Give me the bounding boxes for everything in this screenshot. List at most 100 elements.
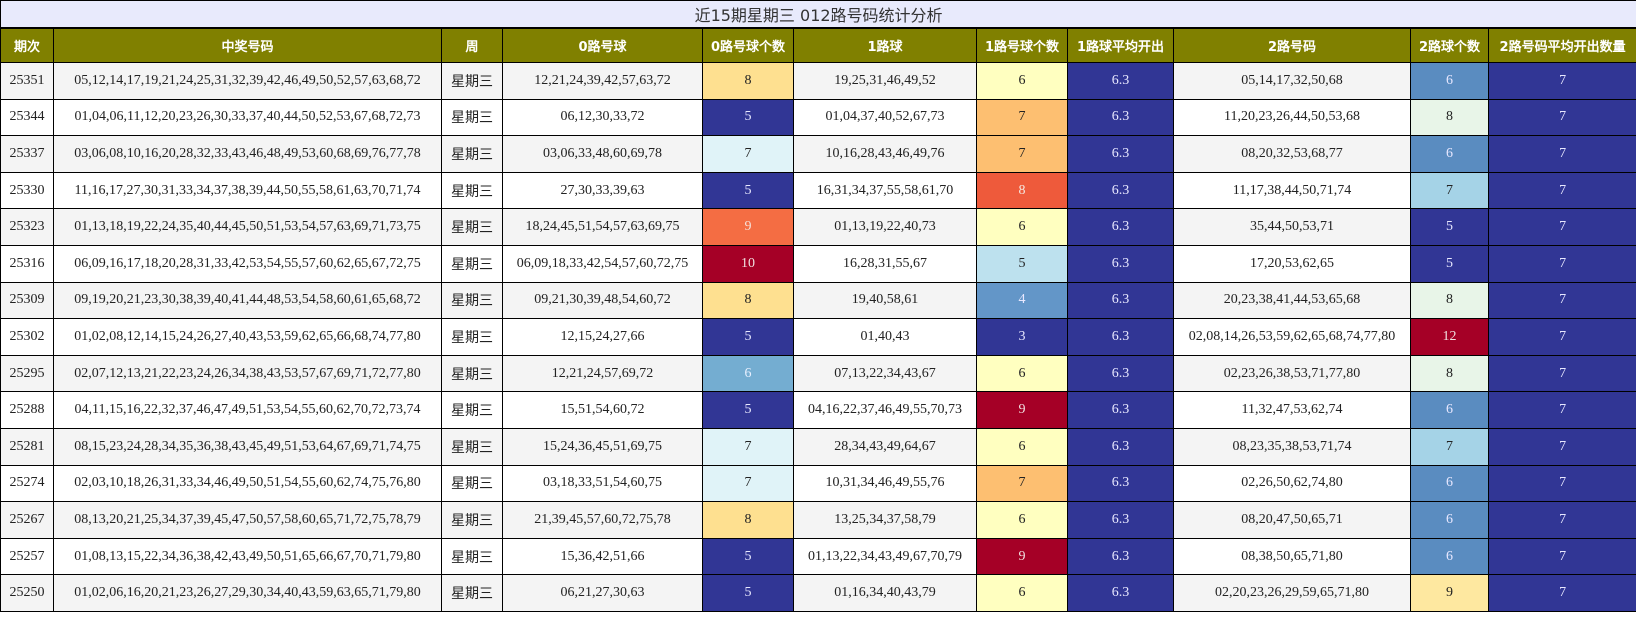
table-row: 25250 01,02,06,16,20,21,23,26,27,29,30,34… [0,574,1636,612]
route1-average-cell: 6.3 [1067,281,1174,320]
route0-balls-cell: 15,36,42,51,66 [502,537,703,576]
period-cell: 25288 [0,391,54,429]
route2-average-cell: 7 [1487,208,1636,246]
route1-count-cell: 3 [976,318,1068,356]
route1-count-cell: 9 [976,391,1068,429]
route1-count-cell: 6 [976,427,1068,466]
route0-count-cell: 5 [702,391,794,429]
header-winning-numbers: 中奖号码 [53,27,442,63]
route0-count-cell: 8 [702,501,794,539]
route2-balls-cell: 35,44,50,53,71 [1173,208,1411,246]
table-row: 25330 11,16,17,27,30,31,33,34,37,38,39,44… [0,171,1636,210]
route2-average-cell: 7 [1487,391,1636,429]
period-cell: 25316 [0,244,54,283]
route2-average-cell: 7 [1487,62,1636,100]
route0-balls-cell: 21,39,45,57,60,72,75,78 [502,501,703,539]
route1-count-cell: 4 [976,281,1068,320]
route0-balls-cell: 12,21,24,39,42,57,63,72 [502,62,703,100]
route2-average-cell: 7 [1487,135,1636,173]
route1-count-cell: 6 [976,62,1068,100]
route0-balls-cell: 03,18,33,51,54,60,75 [502,464,703,503]
route2-balls-cell: 11,17,38,44,50,71,74 [1173,171,1411,210]
route2-average-cell: 7 [1487,354,1636,393]
route1-average-cell: 6.3 [1067,62,1174,100]
route2-balls-cell: 11,32,47,53,62,74 [1173,391,1411,429]
header-route1-count: 1路号球个数 [976,27,1068,63]
week-cell: 星期三 [441,208,503,246]
route2-average-cell: 7 [1487,281,1636,320]
winning-numbers-cell: 09,19,20,21,23,30,38,39,40,41,44,48,53,5… [53,281,442,320]
route1-count-cell: 6 [976,354,1068,393]
route1-average-cell: 6.3 [1067,354,1174,393]
route1-balls-cell: 13,25,34,37,58,79 [793,501,977,539]
week-cell: 星期三 [441,574,503,612]
table-row: 25323 01,13,18,19,22,24,35,40,44,45,50,51… [0,208,1636,246]
route0-count-cell: 6 [702,354,794,393]
route2-average-cell: 7 [1487,537,1636,576]
route1-count-cell: 6 [976,574,1068,612]
period-cell: 25337 [0,135,54,173]
winning-numbers-cell: 02,03,10,18,26,31,33,34,46,49,50,51,54,5… [53,464,442,503]
table-row: 25257 01,08,13,15,22,34,36,38,42,43,49,50… [0,537,1636,576]
route0-balls-cell: 18,24,45,51,54,57,63,69,75 [502,208,703,246]
table-row: 25274 02,03,10,18,26,31,33,34,46,49,50,51… [0,464,1636,503]
route0-count-cell: 5 [702,537,794,576]
week-cell: 星期三 [441,354,503,393]
table-row: 25281 08,15,23,24,28,34,35,36,38,43,45,49… [0,427,1636,466]
route0-count-cell: 7 [702,135,794,173]
table-row: 25344 01,04,06,11,12,20,23,26,30,33,37,40… [0,98,1636,137]
route1-count-cell: 8 [976,171,1068,210]
week-cell: 星期三 [441,171,503,210]
route1-average-cell: 6.3 [1067,537,1174,576]
winning-numbers-cell: 05,12,14,17,19,21,24,25,31,32,39,42,46,4… [53,62,442,100]
route1-average-cell: 6.3 [1067,171,1174,210]
period-cell: 25344 [0,98,54,137]
route0-count-cell: 5 [702,574,794,612]
route1-average-cell: 6.3 [1067,244,1174,283]
route2-balls-cell: 08,20,32,53,68,77 [1173,135,1411,173]
route2-balls-cell: 08,23,35,38,53,71,74 [1173,427,1411,466]
route2-average-cell: 7 [1487,501,1636,539]
route1-balls-cell: 10,16,28,43,46,49,76 [793,135,977,173]
period-cell: 25309 [0,281,54,320]
winning-numbers-cell: 01,02,08,12,14,15,24,26,27,40,43,53,59,6… [53,318,442,356]
route2-count-cell: 5 [1410,208,1489,246]
route2-average-cell: 7 [1487,318,1636,356]
route0-count-cell: 9 [702,208,794,246]
route2-count-cell: 6 [1410,537,1489,576]
winning-numbers-cell: 01,13,18,19,22,24,35,40,44,45,50,51,53,5… [53,208,442,246]
route2-count-cell: 8 [1410,281,1489,320]
route2-count-cell: 6 [1410,464,1489,503]
header-route1-average: 1路球平均开出 [1067,27,1174,63]
table-body: 25351 05,12,14,17,19,21,24,25,31,32,39,42… [0,62,1636,612]
route1-average-cell: 6.3 [1067,501,1174,539]
winning-numbers-cell: 01,02,06,16,20,21,23,26,27,29,30,34,40,4… [53,574,442,612]
route2-average-cell: 7 [1487,464,1636,503]
header-period: 期次 [0,27,54,63]
route1-average-cell: 6.3 [1067,208,1174,246]
period-cell: 25323 [0,208,54,246]
period-cell: 25351 [0,62,54,100]
route1-balls-cell: 01,13,22,34,43,49,67,70,79 [793,537,977,576]
route0-count-cell: 8 [702,62,794,100]
route1-balls-cell: 07,13,22,34,43,67 [793,354,977,393]
table-row: 25316 06,09,16,17,18,20,28,31,33,42,53,54… [0,244,1636,283]
header-route2-balls: 2路号码 [1173,27,1411,63]
header-route2-average: 2路号码平均开出数量 [1487,27,1636,63]
week-cell: 星期三 [441,62,503,100]
route2-balls-cell: 02,20,23,26,29,59,65,71,80 [1173,574,1411,612]
table-row: 25267 08,13,20,21,25,34,37,39,45,47,50,57… [0,501,1636,539]
route1-average-cell: 6.3 [1067,574,1174,612]
route2-balls-cell: 20,23,38,41,44,53,65,68 [1173,281,1411,320]
route2-balls-cell: 11,20,23,26,44,50,53,68 [1173,98,1411,137]
route1-balls-cell: 16,31,34,37,55,58,61,70 [793,171,977,210]
header-route2-count: 2路球个数 [1410,27,1489,63]
route2-count-cell: 6 [1410,391,1489,429]
period-cell: 25281 [0,427,54,466]
route1-average-cell: 6.3 [1067,98,1174,137]
route1-balls-cell: 16,28,31,55,67 [793,244,977,283]
route2-balls-cell: 02,26,50,62,74,80 [1173,464,1411,503]
route2-average-cell: 7 [1487,427,1636,466]
route2-balls-cell: 17,20,53,62,65 [1173,244,1411,283]
week-cell: 星期三 [441,427,503,466]
